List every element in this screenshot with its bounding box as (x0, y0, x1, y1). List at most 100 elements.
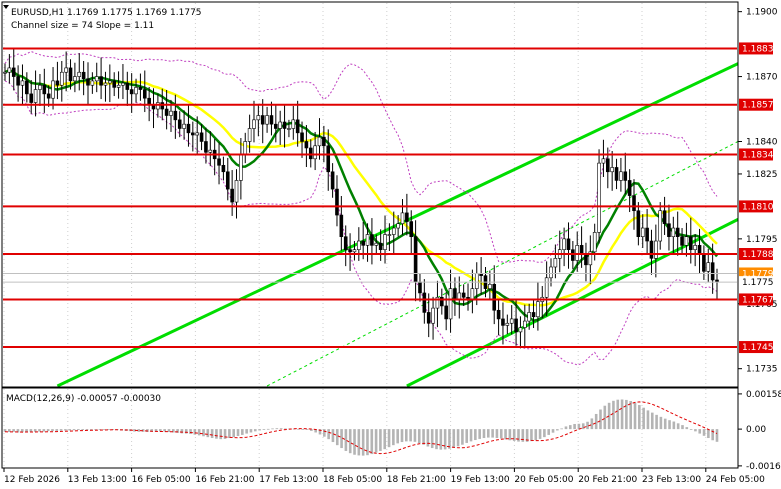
candle-body (252, 119, 256, 129)
candle-body (426, 312, 431, 324)
macd-histogram-bar (25, 429, 28, 433)
candle-body (562, 238, 566, 250)
macd-histogram-bar (72, 429, 76, 431)
candle-body (29, 93, 34, 103)
menu-triangle-icon[interactable] (3, 5, 9, 9)
candle-body (304, 141, 309, 149)
candle-body (287, 128, 291, 130)
candle-body (470, 288, 475, 300)
macd-histogram-bar (171, 429, 175, 433)
macd-histogram-bar (141, 429, 145, 432)
candle-body (46, 93, 51, 99)
macd-signal-line (4, 401, 718, 455)
candle-body (405, 212, 409, 222)
macd-histogram-bar (508, 429, 512, 441)
candle-body (453, 288, 457, 300)
candle-body (418, 281, 422, 294)
candle-body (348, 249, 352, 253)
macd-histogram-bar (46, 429, 50, 432)
candle-body (514, 318, 518, 333)
macd-histogram-bar (672, 421, 676, 430)
candle-body (680, 236, 684, 246)
macd-histogram-bar (702, 429, 706, 436)
macd-histogram-bar (707, 429, 710, 439)
macd-histogram-bar (16, 429, 20, 433)
macd-histogram-bar (413, 429, 417, 442)
macd-histogram-bar (361, 429, 365, 456)
macd-histogram-bar (512, 429, 516, 441)
price-axis-label: 1.1840 (746, 137, 778, 147)
level-tag-label: 1.1745 (742, 343, 774, 353)
macd-histogram-bar (461, 429, 464, 445)
macd-histogram-bar (366, 429, 369, 456)
macd-axis-label: -0.00165 (746, 462, 781, 472)
macd-histogram-bar (659, 416, 663, 430)
macd-histogram-bar (430, 429, 434, 449)
macd-histogram-bar (599, 409, 602, 430)
macd-histogram-bar (422, 429, 425, 445)
candle-body (640, 227, 645, 237)
macd-histogram-bar (456, 429, 460, 447)
candle-body (597, 162, 601, 233)
macd-histogram-bar (564, 426, 568, 430)
macd-histogram-bar (685, 427, 689, 430)
macd-histogram-bar (638, 405, 641, 430)
candle-body (204, 141, 208, 153)
channel-middle-line (266, 141, 739, 387)
candle-body (269, 115, 274, 125)
candle-body (134, 87, 138, 95)
macd-histogram-bar (262, 429, 266, 430)
macd-histogram-bar (568, 425, 572, 430)
level-tag-label: 1.1767 (742, 295, 774, 305)
macd-histogram-bar (331, 429, 335, 443)
candle-body (549, 266, 553, 279)
macd-histogram-bar (504, 429, 507, 440)
macd-histogram-bar (491, 429, 494, 438)
candle-body (160, 102, 165, 110)
candle-body (239, 154, 243, 181)
macd-histogram-bar (556, 429, 559, 431)
macd-histogram-bar (348, 429, 352, 454)
macd-axis: 0.00158 0.00 -0.00165 (738, 390, 781, 472)
macd-histogram-bar (253, 429, 257, 432)
candle-body (317, 136, 322, 147)
candle-body (173, 110, 178, 121)
candle-body (527, 312, 531, 322)
candle-body (278, 121, 282, 129)
macd-histogram-bar (715, 429, 719, 442)
macd-histogram-bar (42, 429, 46, 432)
macd-histogram-bar (90, 429, 93, 430)
candle-body (308, 147, 313, 160)
candle-body (260, 115, 265, 125)
macd-histogram-bar (107, 429, 110, 430)
macd-histogram-bar (590, 418, 594, 430)
candle-body (505, 322, 510, 326)
candle-body (488, 283, 492, 289)
candle-body (448, 288, 453, 320)
candle-body (129, 89, 134, 95)
macd-histogram-bar (236, 429, 240, 437)
macd-histogram-bar (102, 429, 106, 430)
candle-body (566, 238, 571, 250)
macd-histogram-bar (655, 414, 658, 430)
level-tags: 1.1883 1.1857 1.1834 1.1810 1.1788 1.1767 1.17… (739, 42, 774, 354)
candle-body (42, 84, 47, 95)
candle-body (38, 84, 42, 90)
channel-info: Channel size = 74 Slope = 1.11 (11, 21, 154, 31)
level-tag-box (739, 98, 773, 111)
macd-histogram-bar (210, 429, 214, 439)
time-axis-label: 18 Feb 21:00 (387, 475, 446, 485)
candle-body (73, 76, 77, 82)
macd-histogram-bar (400, 429, 404, 443)
macd-histogram-bar (543, 429, 546, 438)
macd-histogram-bar (77, 429, 80, 431)
candle-body (396, 223, 400, 229)
candle-body (16, 76, 20, 86)
level-tag-box (739, 148, 773, 161)
macd-histogram-bar (197, 429, 201, 436)
macd-title: MACD(12,26,9) -0.00057 -0.00030 (6, 394, 161, 404)
time-axis-label: 24 Feb 05:00 (706, 475, 765, 485)
macd-histogram-bar (443, 429, 447, 450)
candle-body (706, 262, 711, 272)
